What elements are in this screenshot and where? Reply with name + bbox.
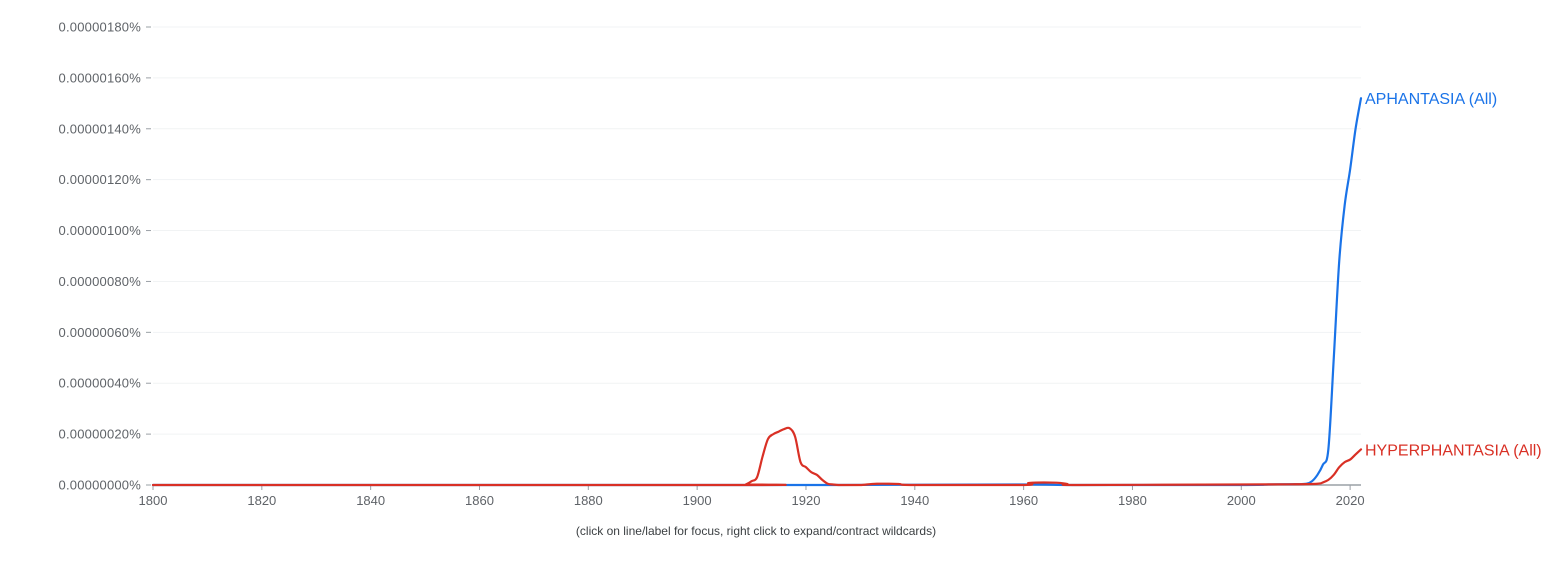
series-line-hyperphantasia-all[interactable] [151,426,1363,487]
x-tick-label: 1840 [356,493,385,508]
y-tick-label: 0.00000160% [59,70,142,85]
x-tick-label: 2020 [1336,493,1365,508]
y-tick-label: 0.00000080% [59,274,142,289]
x-axis: 1800 1820 1840 1860 1880 1900 1920 1940 1960 1980… [139,484,1365,508]
series-label-aphantasia-all[interactable]: APHANTASIA (All) [1365,91,1497,108]
y-tick-label: 0.00000100% [59,223,142,238]
x-tick-label: 1960 [1009,493,1038,508]
y-tick-label: 0.00000120% [59,172,142,187]
x-tick-label: 1800 [139,493,168,508]
y-tick-label: 0.00000060% [59,325,142,340]
grid-lines [153,26,1361,435]
series-label-hyperphantasia-all[interactable]: HYPERPHANTASIA (All) [1365,442,1542,459]
x-tick-label: 1860 [465,493,494,508]
y-tick-label: 0.00000040% [59,376,142,391]
x-tick-label: 1920 [792,493,821,508]
x-tick-label: 1940 [900,493,929,508]
chart-footer-hint: (click on line/label for focus, right cl… [575,524,937,538]
series-line-aphantasia-all[interactable] [151,97,1363,487]
y-tick-label: 0.00000000% [59,478,142,493]
x-tick-label: 1980 [1118,493,1147,508]
y-axis: 0.00000000% 0.00000020% 0.00000040% 0.00000… [59,20,151,493]
series-labels[interactable]: APHANTASIA (All) HYPERPHANTASIA (All) [1365,91,1542,459]
series-lines[interactable] [151,97,1363,487]
x-tick-label: 1820 [247,493,276,508]
y-tick-label: 0.00000180% [59,20,142,35]
y-tick-label: 0.00000020% [59,427,142,442]
x-tick-label: 1900 [683,493,712,508]
y-tick-label: 0.00000140% [59,121,142,136]
x-tick-label: 2000 [1227,493,1256,508]
x-tick-label: 1880 [574,493,603,508]
